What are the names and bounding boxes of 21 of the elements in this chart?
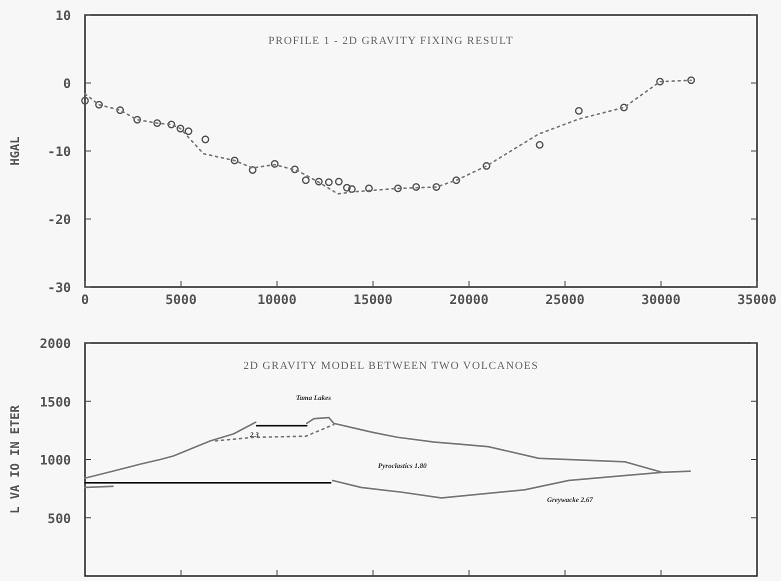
y-axis-title: L VA IO IN ETER	[8, 404, 22, 514]
x-tick-label: 20000	[449, 293, 489, 308]
y-tick-label: 0	[63, 77, 72, 92]
y-tick-label: 1500	[40, 395, 72, 410]
y-tick-label: 1000	[40, 454, 72, 468]
y-tick-label: -20	[48, 213, 72, 228]
y-tick-label: -10	[48, 145, 72, 160]
y-tick-label: 500	[48, 512, 72, 527]
y-tick-label: 10	[55, 9, 72, 24]
x-tick-label: 25000	[545, 293, 585, 308]
text: 2D GRAVITY MODEL BETWEEN TWO VOLCANOES	[243, 360, 539, 372]
text: PROFILE 1 - 2D GRAVITY FIXING RESULT	[268, 35, 514, 47]
x-tick-label: 0	[81, 293, 90, 308]
y-tick-label: -30	[48, 281, 72, 296]
y-tick-label: 2000	[40, 337, 72, 352]
x-tick-label: 15000	[353, 293, 393, 308]
x-tick-label: 35000	[737, 293, 777, 308]
x-tick-label: 30000	[641, 293, 681, 308]
y-axis-title: HGAL	[8, 136, 22, 166]
x-tick-label: 10000	[257, 293, 297, 308]
x-tick-label: 5000	[165, 293, 197, 308]
